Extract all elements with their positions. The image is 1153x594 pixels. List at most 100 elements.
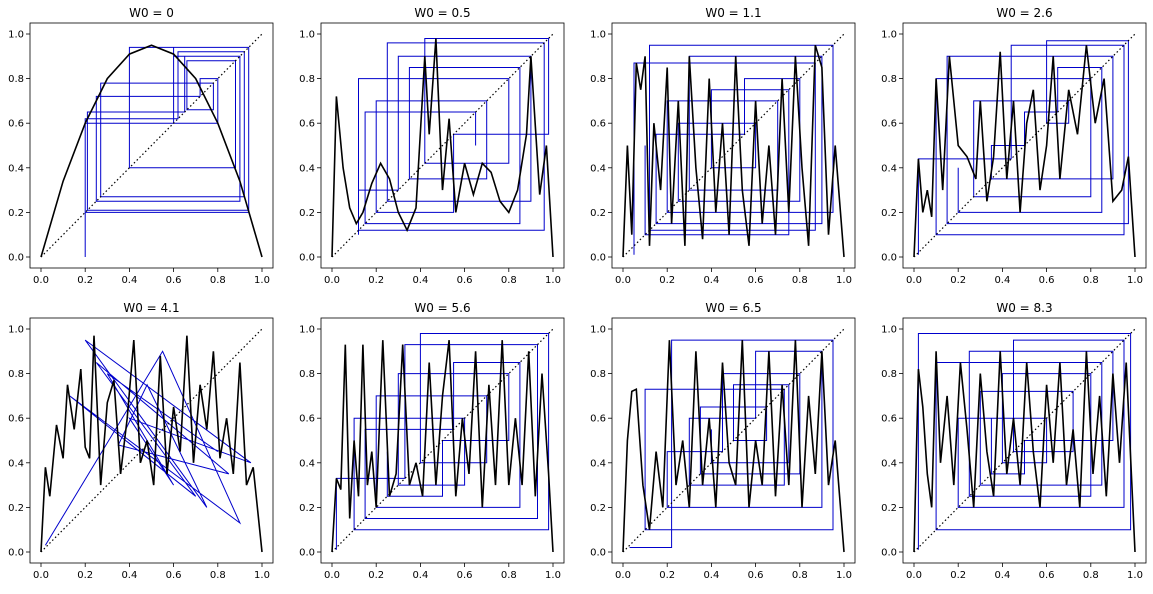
y-tick-label: 1.0 (299, 30, 315, 41)
x-tick-label: 0.0 (324, 275, 340, 286)
x-tick-label: 0.8 (792, 275, 808, 286)
x-tick-label: 1.0 (1127, 570, 1143, 581)
y-tick-label: 0.6 (590, 414, 606, 425)
y-tick-label: 0.2 (881, 503, 897, 514)
map-curve (913, 351, 1136, 553)
subplot-title: W0 = 2.6 (996, 6, 1052, 20)
x-tick-label: 0.0 (324, 570, 340, 581)
subplot-5: W0 = 4.1 0.0 0.2 0.4 0.6 0.8 1.0 0.0 0.2 0.4 0.6 0.… (8, 301, 274, 581)
x-tick-label: 0.0 (33, 275, 49, 286)
y-tick-label: 0.8 (8, 369, 24, 380)
map-curve (622, 340, 845, 553)
y-tick-label: 0.4 (881, 163, 897, 174)
identity-line (622, 33, 845, 258)
y-tick-label: 1.0 (590, 325, 606, 336)
y-tick-label: 0.4 (299, 163, 315, 174)
y-tick-label: 0.6 (299, 119, 315, 130)
map-curve (913, 45, 1136, 258)
x-tick-label: 0.0 (615, 275, 631, 286)
y-tick-label: 0.0 (8, 548, 24, 559)
x-tick-label: 1.0 (545, 275, 561, 286)
cobweb-series (917, 40, 1129, 255)
y-tick-label: 0.4 (881, 458, 897, 469)
subplot-title: W0 = 4.1 (123, 301, 179, 315)
subplot-title: W0 = 6.5 (705, 301, 761, 315)
identity-line (331, 328, 554, 553)
subplot-title: W0 = 5.6 (414, 301, 470, 315)
y-tick-label: 0.8 (590, 369, 606, 380)
subplot-7: W0 = 6.5 0.0 0.2 0.4 0.6 0.8 1.0 0.0 0.2 0.4 0.6 0.… (590, 301, 856, 581)
y-tick-label: 0.2 (299, 208, 315, 219)
identity-line (913, 328, 1136, 553)
y-tick-label: 0.8 (881, 74, 897, 85)
x-tick-label: 0.4 (994, 570, 1010, 581)
x-tick-label: 1.0 (545, 570, 561, 581)
y-tick-label: 0.6 (299, 414, 315, 425)
x-tick-label: 0.6 (457, 570, 473, 581)
subplot-title: W0 = 0.5 (414, 6, 470, 20)
y-tick-label: 0.2 (590, 503, 606, 514)
y-tick-label: 1.0 (881, 325, 897, 336)
y-tick-label: 0.2 (881, 208, 897, 219)
x-tick-label: 1.0 (836, 570, 852, 581)
subplot-2: W0 = 0.5 0.0 0.2 0.4 0.6 0.8 1.0 0.0 0.2 0.4 0.6 0.… (299, 6, 565, 286)
x-tick-label: 1.0 (254, 275, 270, 286)
y-tick-label: 0.4 (590, 163, 606, 174)
x-tick-label: 0.2 (950, 570, 966, 581)
x-tick-label: 0.2 (950, 275, 966, 286)
identity-line (331, 33, 554, 258)
y-tick-label: 0.2 (590, 208, 606, 219)
y-tick-label: 1.0 (590, 30, 606, 41)
y-tick-label: 0.0 (590, 548, 606, 559)
map-curve (331, 38, 554, 258)
x-tick-label: 0.6 (457, 275, 473, 286)
identity-line (40, 328, 263, 553)
y-tick-label: 0.6 (8, 414, 24, 425)
y-tick-label: 0.0 (299, 253, 315, 264)
y-tick-label: 0.6 (881, 119, 897, 130)
x-tick-label: 0.8 (501, 570, 517, 581)
x-tick-label: 0.8 (792, 570, 808, 581)
x-tick-label: 0.2 (659, 275, 675, 286)
x-tick-label: 0.8 (210, 570, 226, 581)
y-tick-label: 1.0 (881, 30, 897, 41)
x-tick-label: 0.2 (368, 570, 384, 581)
y-tick-label: 0.8 (881, 369, 897, 380)
x-tick-label: 0.2 (659, 570, 675, 581)
map-curve (622, 44, 845, 258)
y-tick-label: 0.8 (590, 74, 606, 85)
map-curve (40, 335, 263, 553)
y-tick-label: 0.8 (299, 74, 315, 85)
x-tick-label: 0.8 (1083, 570, 1099, 581)
identity-line (622, 328, 845, 553)
x-tick-label: 0.8 (501, 275, 517, 286)
x-tick-label: 0.8 (1083, 275, 1099, 286)
x-tick-label: 0.0 (906, 570, 922, 581)
y-tick-label: 0.0 (299, 548, 315, 559)
x-tick-label: 0.6 (748, 570, 764, 581)
x-tick-label: 0.2 (77, 570, 93, 581)
x-tick-label: 0.2 (77, 275, 93, 286)
subplot-title: W0 = 1.1 (705, 6, 761, 20)
x-tick-label: 1.0 (836, 275, 852, 286)
x-tick-label: 0.2 (368, 275, 384, 286)
subplot-title: W0 = 0 (129, 6, 174, 20)
x-tick-label: 0.4 (121, 570, 137, 581)
y-tick-label: 1.0 (8, 30, 24, 41)
y-tick-label: 0.0 (8, 253, 24, 264)
y-tick-label: 0.4 (8, 458, 24, 469)
y-tick-label: 0.0 (881, 253, 897, 264)
subplot-1: W0 = 0 0.0 0.2 0.4 0.6 0.8 1.0 0.0 0.2 0.4 0.6 0.8 1… (8, 6, 274, 286)
map-curve (331, 340, 554, 553)
y-tick-label: 1.0 (8, 325, 24, 336)
y-tick-label: 0.2 (8, 208, 24, 219)
x-tick-label: 1.0 (254, 570, 270, 581)
y-tick-label: 0.2 (8, 503, 24, 514)
x-tick-label: 0.4 (412, 570, 428, 581)
x-tick-label: 0.0 (615, 570, 631, 581)
x-tick-label: 0.4 (703, 570, 719, 581)
x-tick-label: 0.6 (1039, 570, 1055, 581)
subplot-3: W0 = 1.1 0.0 0.2 0.4 0.6 0.8 1.0 0.0 0.2 0.4 0.6 0.… (590, 6, 856, 286)
y-tick-label: 0.2 (299, 503, 315, 514)
